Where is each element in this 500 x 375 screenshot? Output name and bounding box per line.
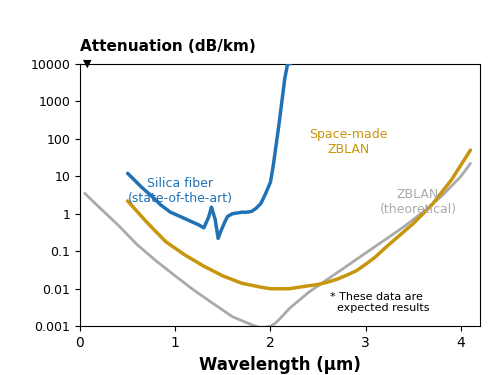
Text: Space-made
ZBLAN: Space-made ZBLAN xyxy=(310,128,388,156)
Text: ZBLAN
(theoretical): ZBLAN (theoretical) xyxy=(380,189,456,216)
Text: * These data are
  expected results: * These data are expected results xyxy=(330,292,429,314)
Text: Attenuation (dB/km): Attenuation (dB/km) xyxy=(80,39,256,54)
X-axis label: Wavelength (μm): Wavelength (μm) xyxy=(199,356,361,374)
Text: Silica fiber
(state-of-the-art): Silica fiber (state-of-the-art) xyxy=(128,177,232,205)
Text: ▼: ▼ xyxy=(83,59,92,69)
